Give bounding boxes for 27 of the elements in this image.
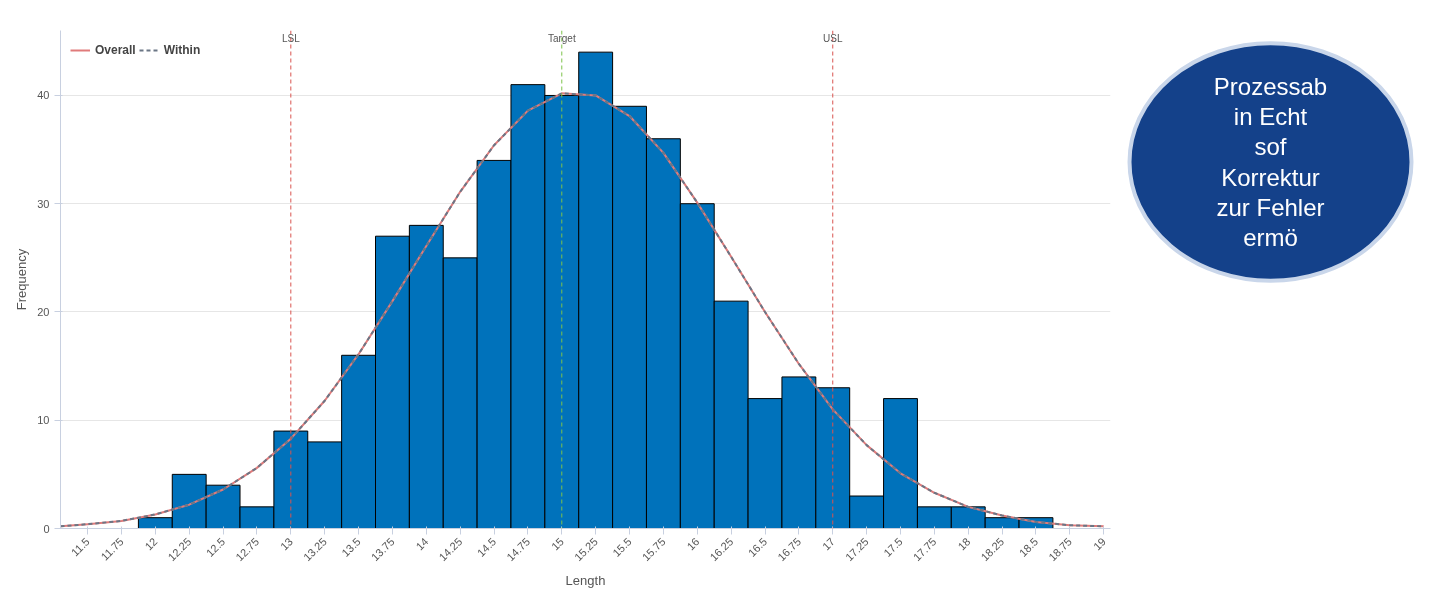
x-tick-label: 14 xyxy=(413,535,431,553)
text: zur Fehler xyxy=(1216,193,1325,221)
x-tick-label: 18 xyxy=(955,535,973,553)
y-axis-title: Frequency xyxy=(14,248,30,311)
x-tick-label: 16 xyxy=(684,535,702,553)
x-tick-label: 13 xyxy=(277,535,296,553)
text: sof xyxy=(1254,133,1287,161)
text: in Echt xyxy=(1233,102,1308,130)
y-tick-label: 40 xyxy=(37,89,50,102)
x-tick-label: 12 xyxy=(142,535,160,553)
ref-line-label: LSL xyxy=(281,32,301,44)
y-tick-label: 10 xyxy=(37,414,50,427)
text: Korrektur xyxy=(1221,163,1320,191)
x-tick-label: 19 xyxy=(1090,535,1108,553)
text: Prozessab xyxy=(1213,72,1328,100)
ref-line-label: USL xyxy=(823,32,843,44)
legend-label: Within xyxy=(163,43,201,57)
line-series xyxy=(60,92,1105,528)
ref-line-label: Target xyxy=(547,32,576,44)
text: ermö xyxy=(1243,224,1298,252)
x-axis-title: Length xyxy=(565,572,606,588)
y-tick-label: 0 xyxy=(43,522,50,535)
legend-label: Overall xyxy=(95,43,136,57)
x-tick-label: 15 xyxy=(548,535,567,553)
y-tick-label: 20 xyxy=(37,305,50,318)
x-tick-label: 17 xyxy=(819,535,838,553)
y-tick-label: 30 xyxy=(37,197,50,210)
